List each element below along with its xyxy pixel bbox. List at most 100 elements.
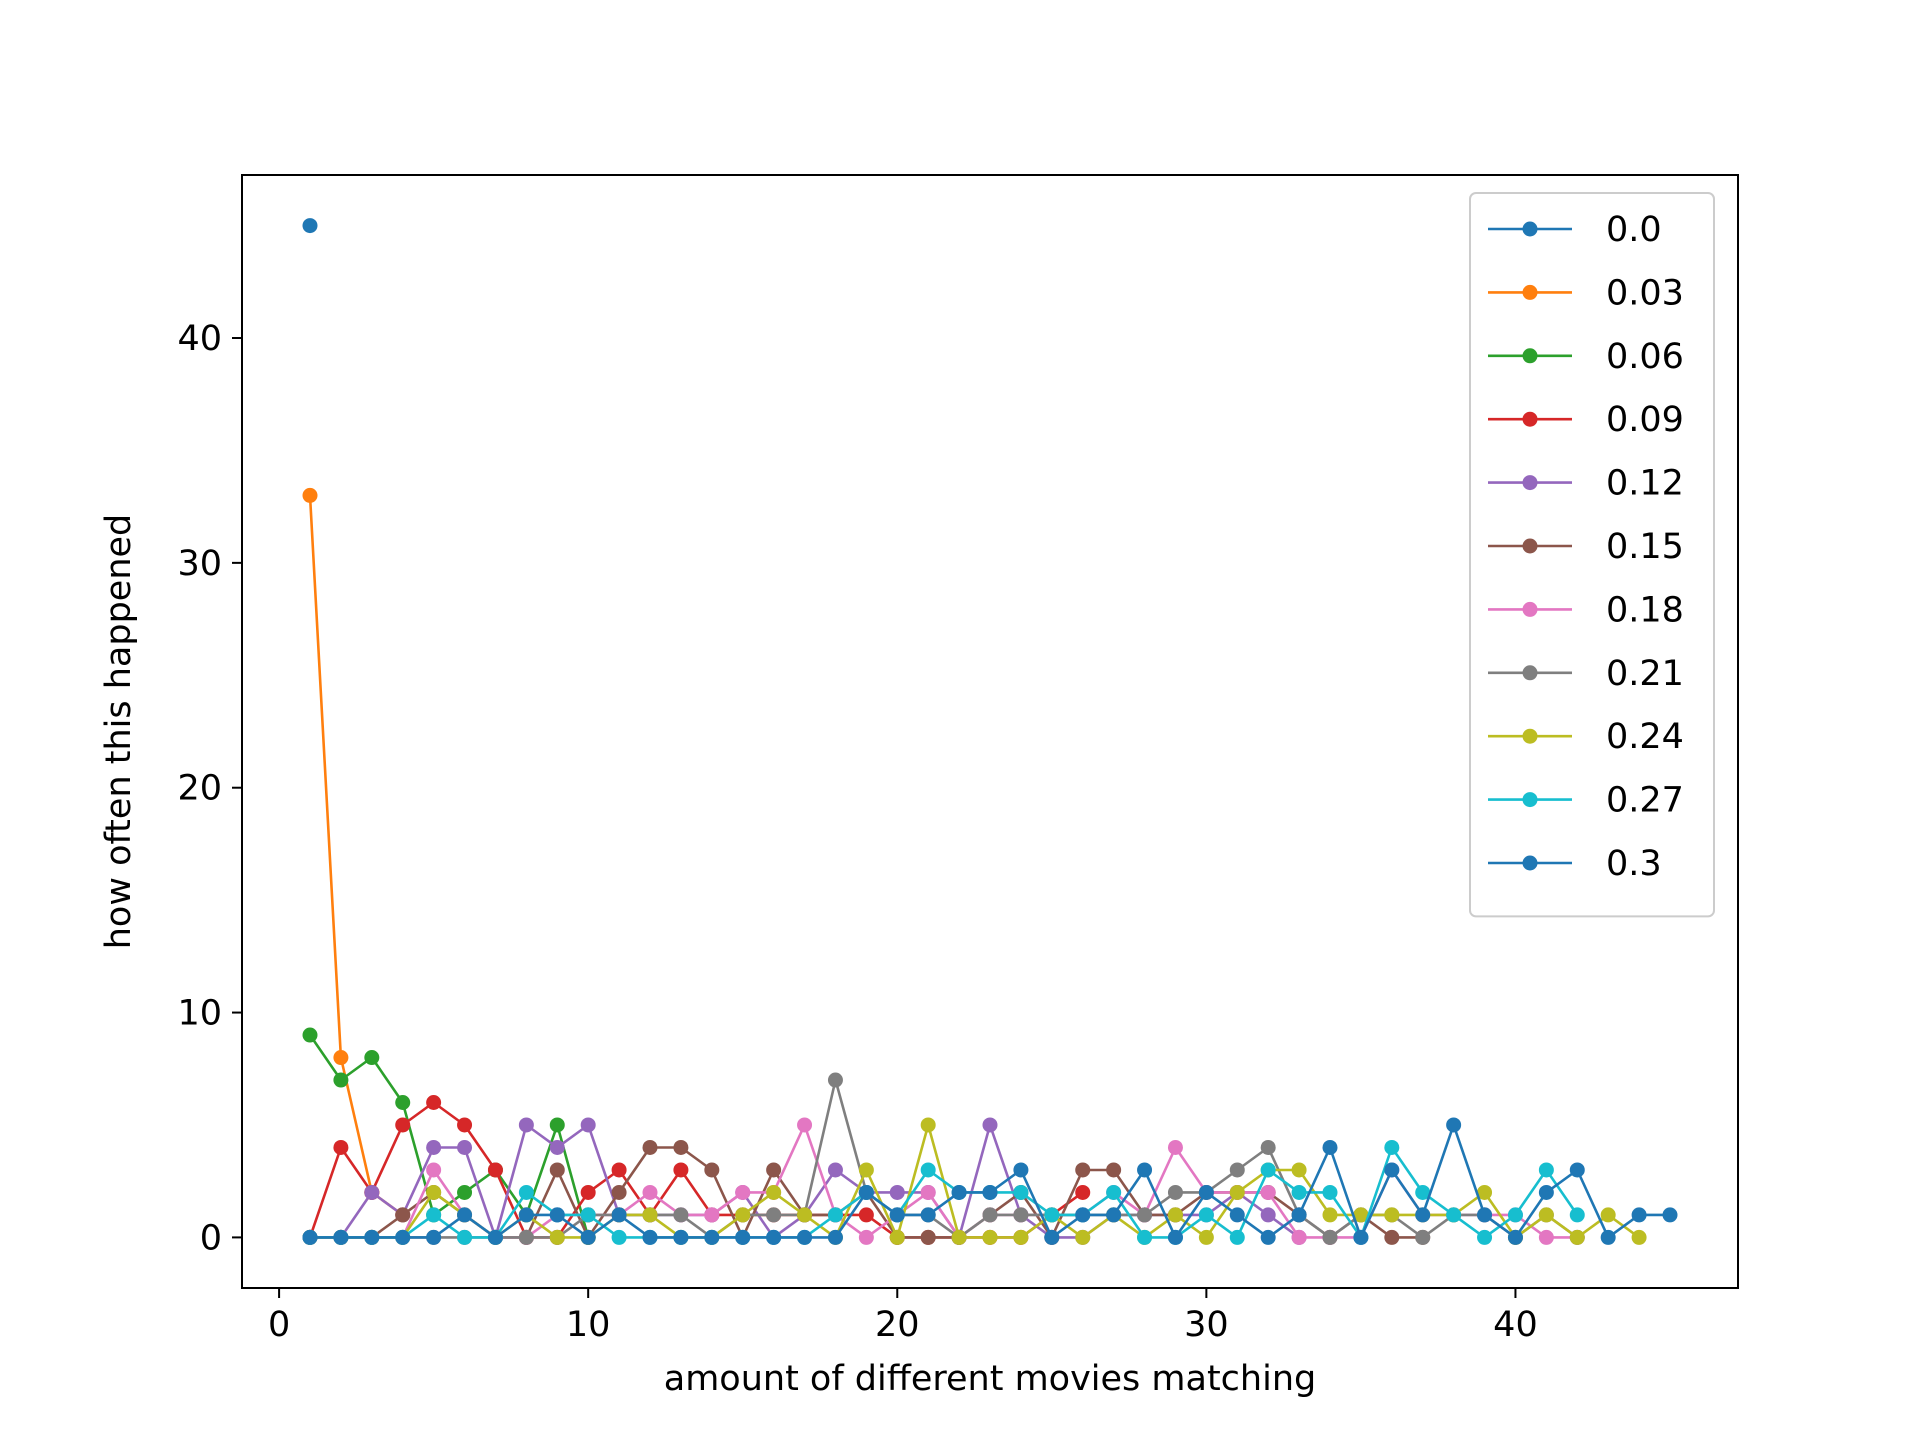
data-point [395,1207,411,1223]
data-point [982,1184,998,1200]
data-point [611,1207,627,1223]
data-point [673,1229,689,1245]
legend-item: 0.21 [1488,654,1684,694]
data-point [1538,1229,1554,1245]
data-point [487,1229,503,1245]
data-point [1291,1184,1307,1200]
data-point [611,1184,627,1200]
data-point [1291,1229,1307,1245]
legend-label: 0.0 [1606,210,1662,250]
data-point [858,1184,874,1200]
legend-item: 0.03 [1488,273,1684,313]
data-point [395,1117,411,1133]
data-point [858,1207,874,1223]
data-point [704,1207,720,1223]
series-0.3 [302,1117,1678,1245]
data-point [1415,1229,1431,1245]
data-point [766,1207,782,1223]
legend-marker [1522,348,1538,364]
data-point [797,1117,813,1133]
data-point [580,1184,596,1200]
data-point [580,1117,596,1133]
data-point [1538,1162,1554,1178]
data-point [1291,1207,1307,1223]
data-point [951,1184,967,1200]
series-0.0 [302,218,318,234]
data-point [766,1229,782,1245]
data-point [1260,1139,1276,1155]
data-point [333,1050,349,1066]
data-point [333,1072,349,1088]
legend-item: 0.0 [1488,210,1662,250]
data-point [642,1139,658,1155]
data-point [457,1229,473,1245]
data-point [1229,1207,1245,1223]
data-point [673,1162,689,1178]
series-line [308,1101,1084,1239]
data-point [1075,1229,1091,1245]
data-point [395,1095,411,1110]
x-axis-ticks: 0 10 20 30 40 [268,1288,1538,1345]
axes-frame [241,174,1739,1289]
data-point [858,1229,874,1245]
data-point [457,1207,473,1223]
data-point [549,1139,565,1155]
series-0.12 [302,1117,1307,1245]
data-point [1137,1162,1153,1178]
legend-marker [1522,792,1538,808]
data-point [1569,1207,1585,1223]
data-point [1167,1207,1183,1223]
legend-item: 0.27 [1488,781,1684,821]
data-point [1260,1184,1276,1200]
data-point [920,1184,936,1200]
data-point [1044,1207,1060,1223]
data-point [518,1229,534,1245]
legend-marker [1522,538,1538,554]
data-point [518,1117,534,1133]
data-point [797,1207,813,1223]
data-point [1291,1162,1307,1178]
data-point [827,1072,843,1088]
data-point [1198,1184,1214,1200]
data-point [549,1229,565,1245]
data-point [1229,1162,1245,1178]
data-point [982,1229,998,1245]
data-point [735,1184,751,1200]
plot-marks [302,218,1678,1245]
data-point [704,1229,720,1245]
data-point [302,1027,318,1043]
data-point [1167,1184,1183,1200]
data-point [920,1162,936,1178]
legend-label: 0.27 [1606,781,1684,821]
data-point [1167,1229,1183,1245]
data-point [1167,1139,1183,1155]
data-point [642,1207,658,1223]
series-line [308,495,404,1216]
data-point [642,1184,658,1200]
data-point [951,1229,967,1245]
data-point [858,1162,874,1178]
legend-item: 0.24 [1488,717,1684,757]
data-point [982,1117,998,1133]
y-tick-label: 30 [177,544,222,584]
data-point [1322,1207,1338,1223]
data-point [1631,1229,1647,1245]
legend-item: 0.06 [1488,337,1684,377]
data-point [889,1229,905,1245]
data-point [1507,1229,1523,1245]
data-point [302,1229,318,1245]
data-point [1384,1139,1400,1155]
series-0.27 [302,1139,1585,1245]
data-point [549,1162,565,1178]
y-axis-ticks: 0 10 20 30 40 [177,319,242,1258]
data-point [1477,1229,1493,1245]
y-tick-label: 40 [177,319,222,359]
data-point [642,1229,658,1245]
data-point [1013,1229,1029,1245]
legend-label: 0.18 [1606,590,1684,630]
y-tick-label: 0 [200,1218,222,1258]
data-point [827,1229,843,1245]
data-point [364,1184,380,1200]
data-point [827,1207,843,1223]
data-point [735,1229,751,1245]
